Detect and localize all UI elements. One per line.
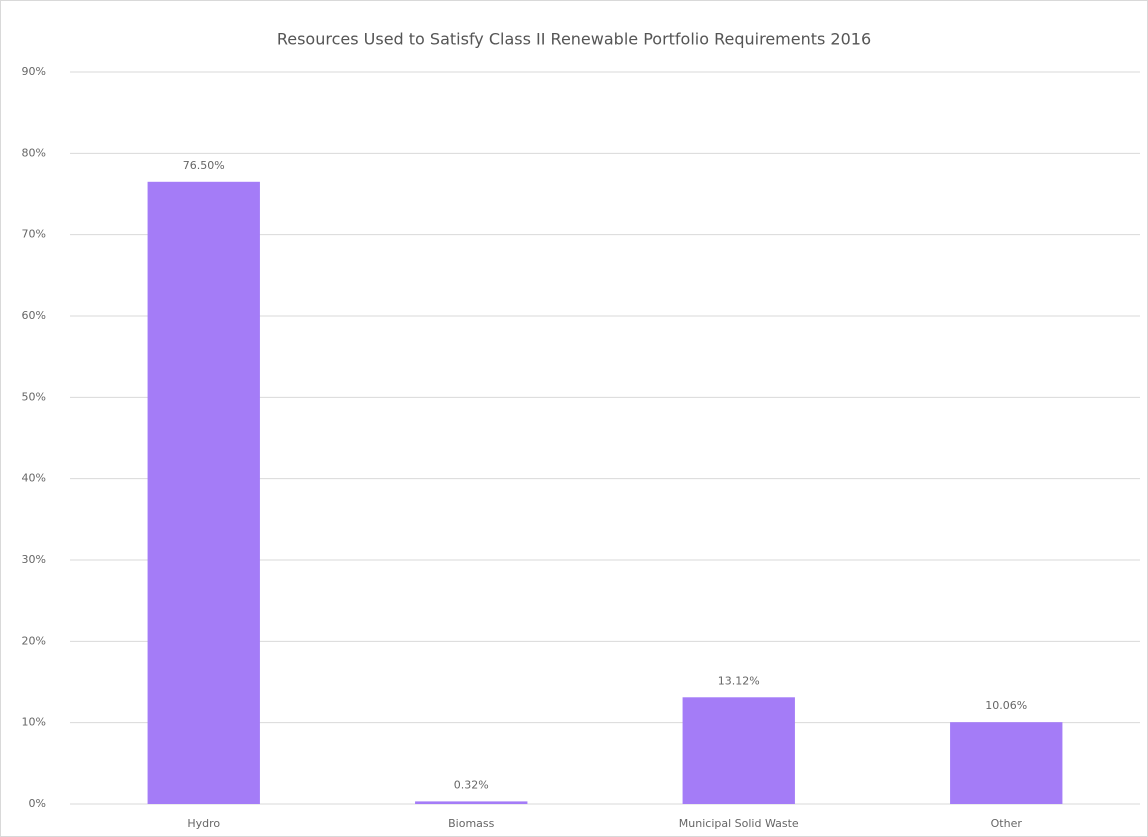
bar bbox=[415, 801, 528, 804]
data-label: 13.12% bbox=[718, 674, 760, 687]
y-tick-label: 0% bbox=[29, 797, 46, 810]
bar bbox=[950, 722, 1063, 804]
y-tick-label: 60% bbox=[22, 309, 46, 322]
y-tick-label: 70% bbox=[22, 228, 46, 241]
y-tick-label: 50% bbox=[22, 390, 46, 403]
x-tick-label: Hydro bbox=[187, 817, 220, 830]
bar bbox=[682, 697, 795, 804]
x-tick-label: Other bbox=[991, 817, 1023, 830]
y-tick-label: 90% bbox=[22, 65, 46, 78]
x-tick-label: Municipal Solid Waste bbox=[679, 817, 799, 830]
chart-title: Resources Used to Satisfy Class II Renew… bbox=[277, 30, 871, 49]
data-label: 76.50% bbox=[183, 159, 225, 172]
bar bbox=[147, 181, 260, 805]
y-tick-label: 10% bbox=[22, 716, 46, 729]
y-tick-label: 40% bbox=[22, 472, 46, 485]
y-tick-label: 20% bbox=[22, 634, 46, 647]
data-label: 0.32% bbox=[454, 778, 489, 791]
y-tick-label: 30% bbox=[22, 553, 46, 566]
x-tick-label: Biomass bbox=[448, 817, 495, 830]
data-label: 10.06% bbox=[985, 699, 1027, 712]
y-tick-label: 80% bbox=[22, 146, 46, 159]
